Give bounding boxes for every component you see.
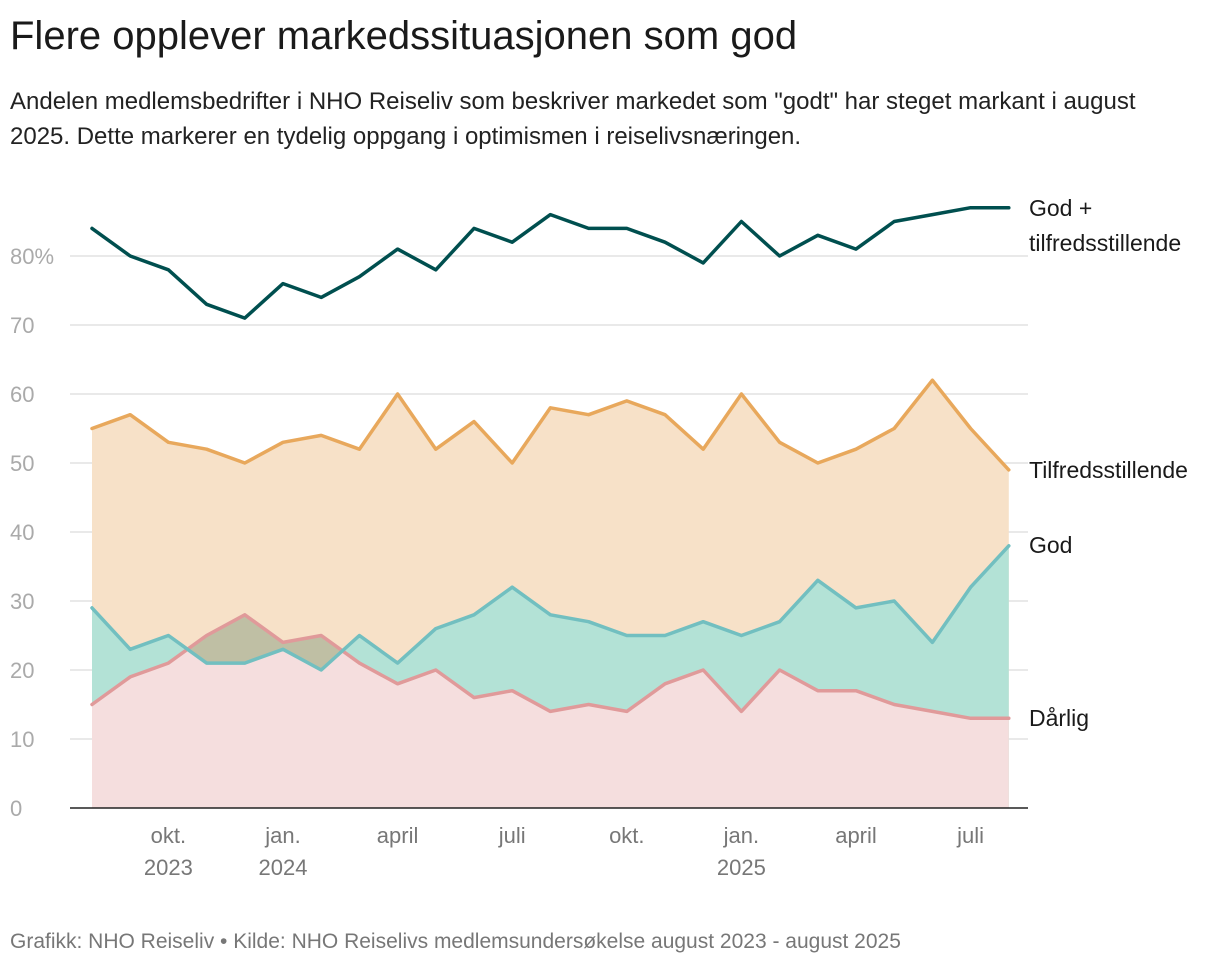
x-tick-label: juli [956, 823, 984, 848]
y-axis-ticks: 0 10 20 30 40 50 60 70 80% [10, 244, 54, 821]
y-tick-label: 20 [10, 658, 34, 683]
x-tick-label: okt. [609, 823, 644, 848]
series-label-tilfredsstillende: Tilfredsstillende [1029, 457, 1188, 483]
series-label-darlig: Dårlig [1029, 705, 1089, 731]
x-tick-label: jan. 2024 [259, 823, 308, 880]
x-axis-ticks: okt. 2023 jan. 2024 april juli okt. jan. 2025 apr… [144, 823, 984, 880]
x-tick-label: juli [498, 823, 526, 848]
y-tick-label: 70 [10, 313, 34, 338]
area-overlap [187, 614, 343, 670]
line-god_pluss [90, 205, 1011, 320]
y-tick-label: 50 [10, 451, 34, 476]
y-tick-label: 0 [10, 796, 22, 821]
line-darlig [90, 613, 1011, 721]
chart-title: Flere opplever markedssituasjonen som go… [10, 14, 798, 58]
x-tick-label: april [377, 823, 419, 848]
y-tick-label: 40 [10, 520, 34, 545]
series-labels: God + tilfredsstillende Tilfredsstillende G… [1029, 195, 1188, 731]
series-label-god_pluss: God + tilfredsstillende [1029, 195, 1181, 256]
chart-subtitle: Andelen medlemsbedrifter i NHO Reiseliv … [10, 88, 1136, 150]
chart-areas [92, 380, 1009, 808]
series-label-god: God [1029, 532, 1072, 558]
line-god [90, 544, 1011, 672]
y-tick-label: 60 [10, 382, 34, 407]
y-tick-label: 30 [10, 589, 34, 614]
chart-lines [90, 205, 1011, 721]
line-tilfredsstillende [90, 378, 1011, 472]
chart-footer: Grafikk: NHO Reiseliv • Kilde: NHO Reise… [10, 930, 901, 953]
y-tick-label: 10 [10, 727, 34, 752]
x-tick-label: april [835, 823, 877, 848]
x-tick-label: jan. 2025 [717, 823, 766, 880]
y-tick-label: 80% [10, 244, 54, 269]
x-tick-label: okt. 2023 [144, 823, 193, 880]
